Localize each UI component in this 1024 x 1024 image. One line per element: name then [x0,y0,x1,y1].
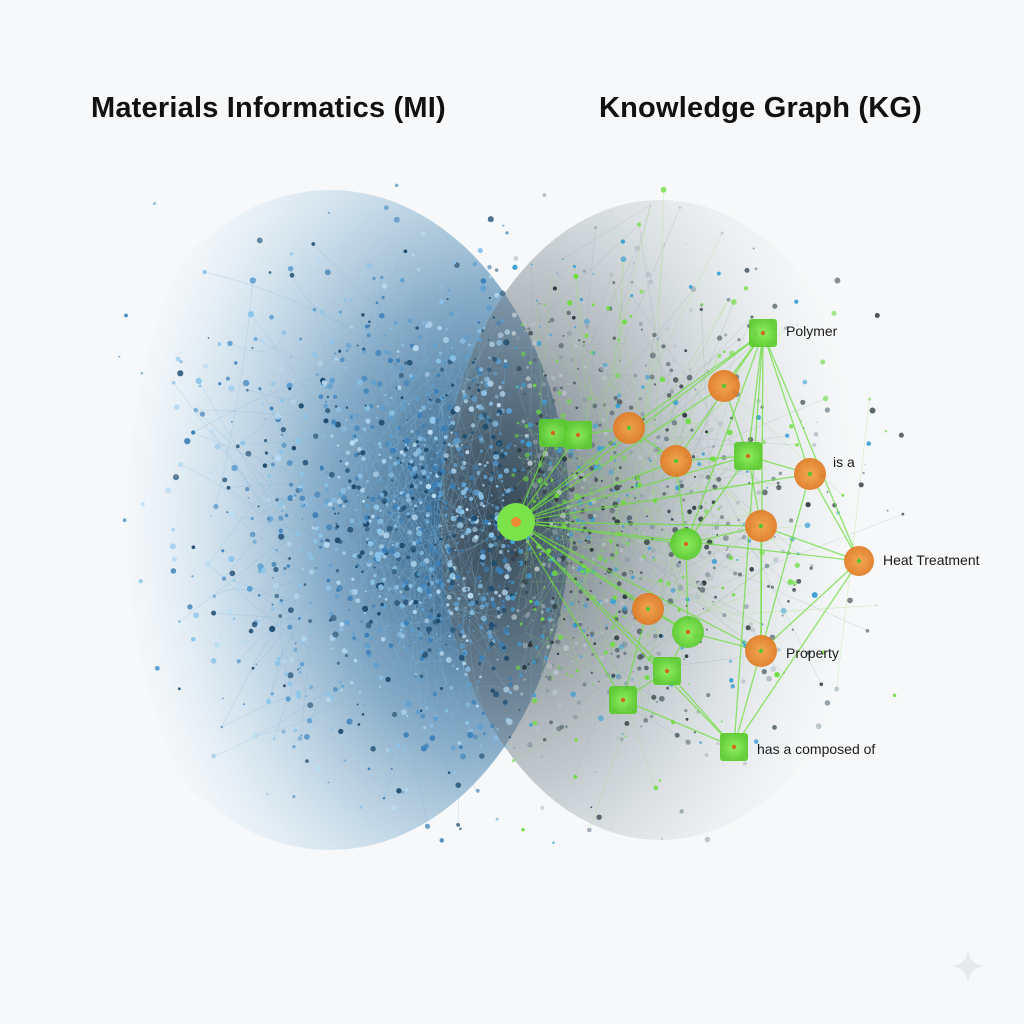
kg-edge [733,560,860,748]
kg-edge [685,332,764,545]
node-center-dot [807,471,813,477]
node-center-dot [745,453,751,459]
kg-title: Knowledge Graph (KG) [599,92,922,124]
polymer-label: Polymer [786,323,838,339]
is-a-label: is a [833,454,855,470]
node-center-dot [758,648,764,654]
kg-edge [762,332,811,475]
property-label: Property [786,645,839,661]
hub-core-dot [511,517,521,527]
kg-edge [762,332,860,562]
kg-edge [747,332,764,457]
sparkle-icon [952,950,984,982]
kg-edge [760,560,860,652]
heat-treatment-label: Heat Treatment [883,552,980,568]
kg-edge [515,521,762,527]
node-center-dot [685,629,691,635]
kg-edges [515,332,860,748]
node-center-dot [575,432,581,438]
kg-edge [733,332,764,748]
node-center-dot [683,541,689,547]
has-composed-of-label: has a composed of [757,741,876,757]
mi-title: Materials Informatics (MI) [91,92,446,124]
kg-edge [733,650,762,748]
kg-edge [515,460,677,523]
node-center-dot [760,330,766,336]
node-center-dot [731,744,737,750]
kg-edge [628,332,764,429]
node-center-dot [673,458,679,464]
kg-edge [515,521,649,610]
node-center-dot [550,430,556,436]
node-center-dot [645,606,651,612]
node-center-dot [758,523,764,529]
kg-edge [515,427,630,523]
kg-edge [622,699,735,748]
kg-edge [685,455,749,545]
node-center-dot [856,558,862,564]
node-center-dot [721,383,727,389]
kg-nodes [497,319,874,761]
node-center-dot [664,668,670,674]
node-center-dot [620,697,626,703]
mi-particle-cloud [118,183,515,843]
kg-edge [515,455,749,523]
kg-edge [760,525,860,562]
kg-edge [515,521,735,748]
kg-edge [515,521,762,652]
kg-edge [515,521,624,701]
kg-edge [760,473,811,652]
kg-edge [515,521,668,672]
kg-edge [515,473,811,523]
kg-edge [809,473,860,562]
kg-edge [515,385,725,523]
kg-particle-cloud [509,186,905,844]
node-center-dot [626,425,632,431]
